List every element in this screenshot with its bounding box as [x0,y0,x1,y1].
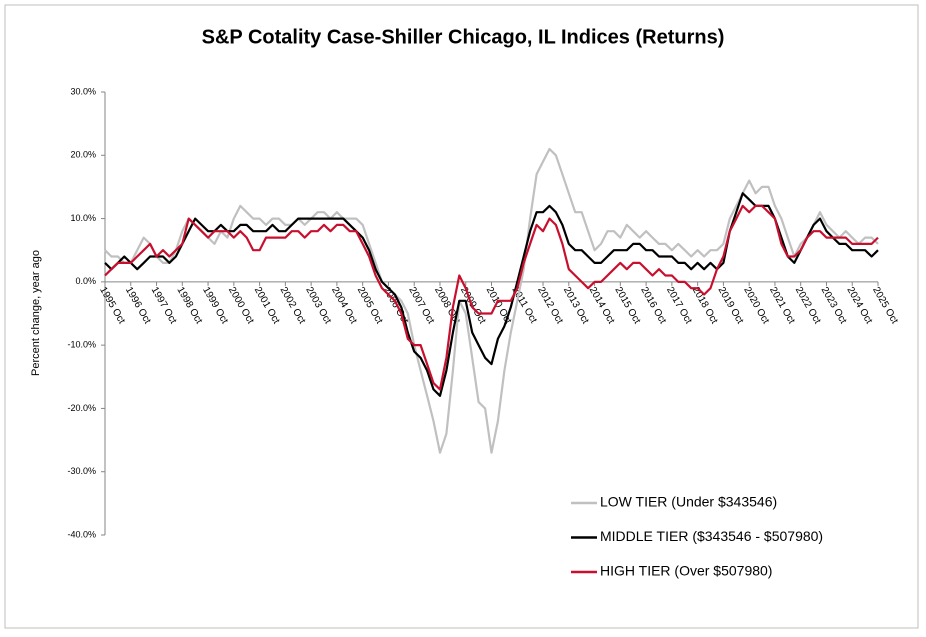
y-tick-label: 20.0% [70,150,96,160]
series-line [104,147,879,454]
y-tick-label: 0.0% [75,276,96,286]
legend-label: HIGH TIER (Over $507980) [600,563,772,579]
y-tick-label: -40.0% [67,529,96,539]
y-axis-title: Percent change, year ago [30,250,42,376]
y-tick-label: 30.0% [70,86,96,96]
legend-label: MIDDLE TIER ($343546 - $507980) [600,528,823,544]
y-tick-label: -30.0% [67,466,96,476]
chart-border [4,4,919,629]
y-tick-label: -10.0% [67,340,96,350]
series-line [104,204,879,391]
y-tick-label: 10.0% [70,213,96,223]
series-line [104,192,879,397]
y-tick-label: -20.0% [67,403,96,413]
chart-title: S&P Cotality Case-Shiller Chicago, IL In… [202,26,725,48]
legend-label: LOW TIER (Under $343546) [600,494,777,510]
